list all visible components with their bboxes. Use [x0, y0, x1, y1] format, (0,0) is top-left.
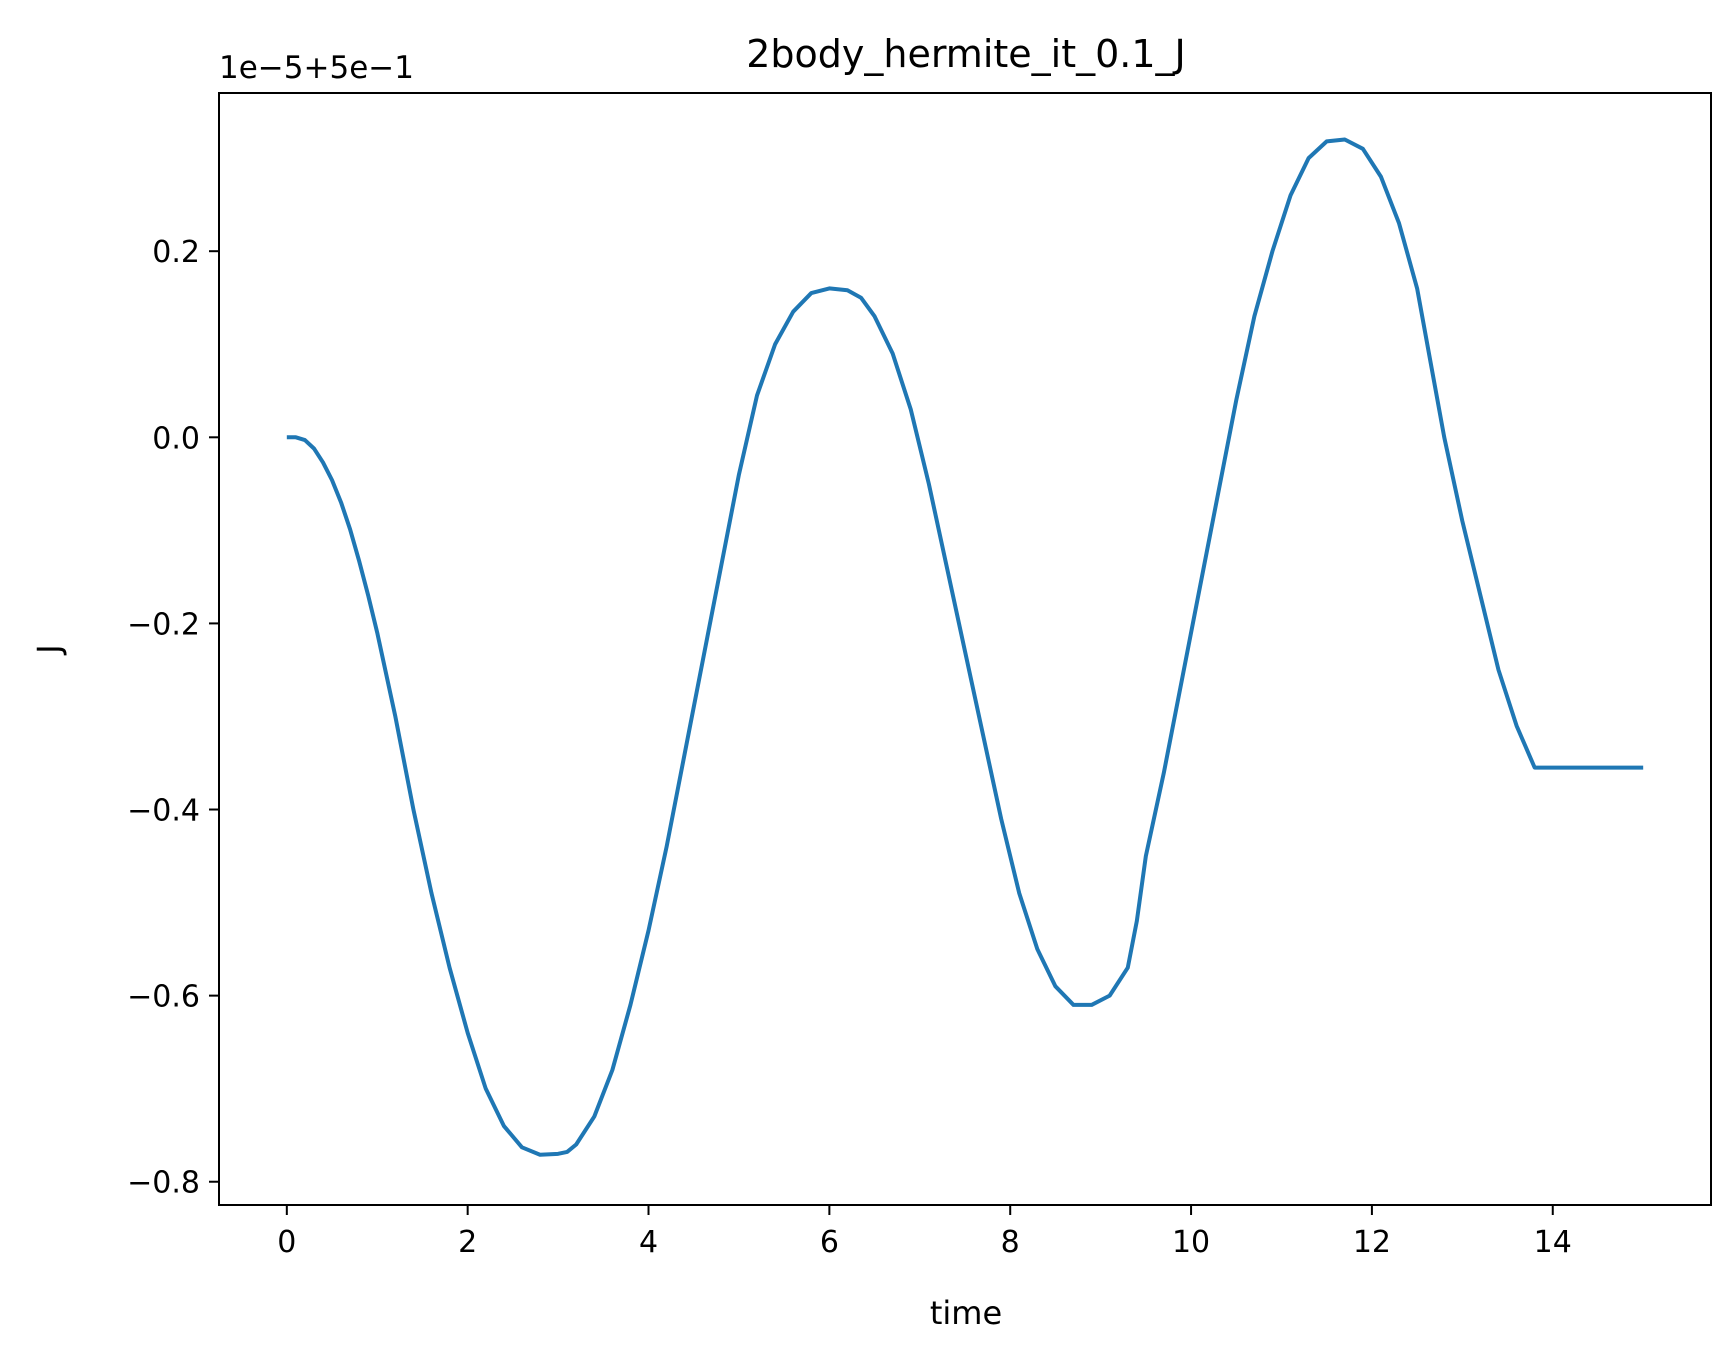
x-tick-label: 10: [1172, 1225, 1210, 1260]
x-tick-label: 2: [458, 1225, 477, 1260]
y-tick-label: −0.2: [127, 607, 200, 642]
plot-area: [286, 137, 1644, 1157]
y-tick-label: −0.4: [127, 794, 200, 829]
axes-frame: [218, 92, 1712, 1206]
x-axis-label: time: [930, 1294, 1002, 1332]
x-tick-label: 6: [820, 1225, 839, 1260]
chart-title: 2body_hermite_it_0.1_J: [746, 32, 1186, 76]
x-axis: 0 2 4 6 8 10 12 14: [277, 1205, 1572, 1260]
x-tick-label: 8: [1001, 1225, 1020, 1260]
x-tick-label: 14: [1534, 1225, 1572, 1260]
y-tick-label: −0.6: [127, 980, 200, 1015]
x-tick-label: 4: [639, 1225, 658, 1260]
x-tick-label: 12: [1353, 1225, 1391, 1260]
y-axis-offset-label: 1e−5+5e−1: [219, 50, 414, 86]
y-axis: 0.2 0.0 −0.2 −0.4 −0.6 −0.8: [127, 235, 219, 1201]
y-tick-label: 0.0: [152, 421, 200, 456]
series-line: [286, 137, 1644, 1157]
y-tick-label: 0.2: [152, 235, 200, 270]
y-axis-label: J: [30, 644, 68, 655]
x-tick-label: 0: [277, 1225, 296, 1260]
y-tick-label: −0.8: [127, 1166, 200, 1201]
